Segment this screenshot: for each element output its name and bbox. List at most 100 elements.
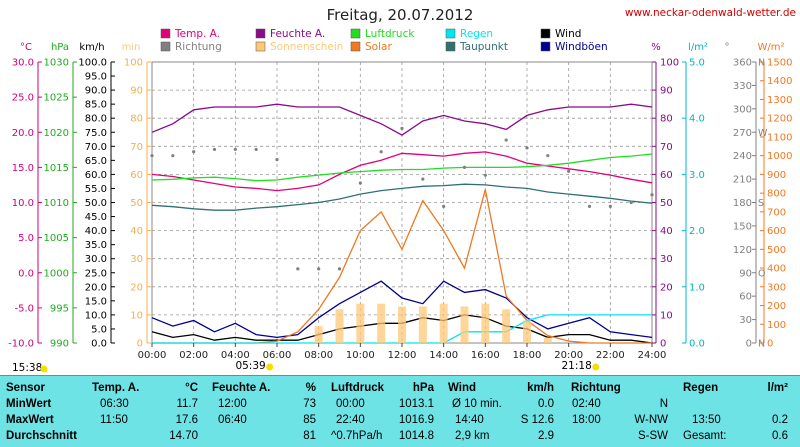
axis-tick-label: 30.0	[12, 58, 34, 69]
min-temp: 11.7	[176, 398, 198, 410]
pressure-header: Luftdruck	[331, 382, 385, 394]
legend-label: Richtung	[175, 41, 222, 53]
site-link[interactable]: www.neckar-odenwald-wetter.de	[625, 7, 796, 19]
moon-icon	[40, 365, 48, 373]
axis-tick-label: 20.0	[12, 128, 34, 139]
series-line	[151, 153, 653, 182]
axis-tick-label: 300	[767, 282, 786, 293]
compass-label: W	[758, 128, 768, 139]
direction-point	[358, 181, 362, 185]
axis-tick-label: 20.0	[85, 282, 107, 293]
wind-unit-header: km/h	[527, 382, 554, 394]
sunshine-bar	[314, 326, 323, 343]
axis-units: °C hPa km/h min% l/m² ° W/m²	[20, 42, 785, 53]
axis-tick-label: 35.0	[85, 240, 107, 251]
min-label: MinWert	[6, 398, 52, 410]
legend-swatch	[540, 41, 551, 52]
time-tick-label: 06:00	[263, 350, 292, 361]
sunshine-bar	[398, 306, 406, 343]
axis-tick-label: 600	[767, 226, 786, 237]
axis-tick-label: 5.0	[91, 324, 107, 335]
axis-tick-label: 1000	[767, 151, 792, 162]
axis-tick-label: 4.0	[689, 114, 705, 125]
min-dir-time: 02:40	[572, 398, 601, 410]
legend: Temp. A. Feuchte A. Luftdruck Regen Wind Rich…	[160, 28, 608, 53]
sun-info: 15:38 05:39 21:18	[12, 360, 600, 374]
weather-chart: Freitag, 20.07.2012 www.neckar-odenwald-…	[8, 6, 796, 374]
direction-point	[587, 204, 592, 209]
sunshine-bar	[439, 303, 448, 343]
humidity-unit-header: %	[305, 382, 316, 394]
left-axes: 30.025.020.015.010.05.00.0-5.0-10.010301…	[8, 58, 151, 350]
axis-tick-label: 5.0	[689, 58, 705, 69]
avg-temp: 14.70	[169, 430, 198, 442]
direction-point	[192, 150, 196, 154]
legend-label: Regen	[460, 28, 493, 40]
axis-tick-label: -10.0	[8, 339, 34, 350]
time-tick-label: 08:00	[304, 350, 333, 361]
time-tick-label: 10:00	[346, 350, 375, 361]
axis-tick-label: 45.0	[85, 212, 107, 223]
direction-point	[296, 267, 300, 271]
series-line	[151, 183, 653, 211]
avg-label: Durchschnitt	[6, 430, 77, 442]
sunrise-icon	[266, 363, 274, 371]
axis-tick-label: 95.0	[85, 72, 107, 83]
wind-header: Wind	[448, 382, 476, 394]
chart-title: Freitag, 20.07.2012	[327, 6, 474, 24]
plot-series	[150, 103, 654, 344]
axis-tick-label: 55.0	[85, 184, 107, 195]
series-line	[151, 151, 653, 192]
axis-tick-label: 40	[130, 226, 143, 237]
wind-run: 2,9 km	[455, 430, 490, 442]
direction-point	[546, 154, 550, 158]
axis-tick-label: 90	[660, 86, 673, 97]
axis-tick-label: 75.0	[85, 128, 107, 139]
sunshine-bar	[335, 309, 344, 343]
legend-label: Sonnenschein	[270, 41, 343, 53]
axis-unit-label: km/h	[79, 42, 104, 53]
max-hum: 85	[303, 414, 316, 426]
axis-tick-label: 70	[130, 142, 143, 153]
axis-tick-label: 100	[124, 58, 143, 69]
axis-tick-label: 1400	[767, 76, 792, 87]
time-tick-label: 16:00	[471, 350, 500, 361]
min-press: 1013.1	[398, 398, 434, 410]
axis-tick-label: 70.0	[85, 142, 107, 153]
axis-tick-label: 60	[130, 170, 143, 181]
axis-unit-label: l/m²	[688, 42, 708, 53]
axis-tick-label: 270	[733, 128, 752, 139]
axis-tick-label: 0	[767, 339, 773, 350]
axis-unit-label: °	[725, 42, 730, 53]
sunshine-bar	[523, 320, 531, 343]
axis-tick-label: 210	[733, 175, 752, 186]
max-temp-time: 11:50	[100, 414, 128, 426]
sunshine-bar	[502, 309, 511, 343]
axis-tick-label: 1000	[44, 268, 69, 279]
direction-point	[650, 193, 654, 197]
axis-tick-label: 40.0	[85, 226, 107, 237]
axis-tick-label: 1030	[44, 58, 69, 69]
time-tick-label: 02:00	[179, 350, 208, 361]
direction-point	[379, 150, 383, 154]
axis-unit-label: min	[122, 42, 141, 53]
direction-point	[400, 126, 404, 130]
axis-tick-label: 0.0	[689, 339, 705, 350]
max-rain: 0.2	[772, 414, 788, 426]
axis-tick-label: 0	[660, 339, 666, 350]
legend-swatch	[255, 41, 266, 52]
axis-tick-label: 1.0	[689, 282, 705, 293]
axis-tick-label: 900	[767, 170, 786, 181]
avg-wind: 2.9	[538, 430, 554, 442]
axis-tick-label: 100.0	[78, 58, 107, 69]
rain-header: Regen	[683, 382, 719, 394]
pressure-unit-header: hPa	[412, 382, 434, 394]
max-wind: S 12.6	[520, 414, 554, 426]
axis-tick-label: 400	[767, 264, 786, 275]
axis-tick-label: 2.0	[689, 226, 705, 237]
legend-label: Luftdruck	[365, 28, 415, 40]
max-label: MaxWert	[6, 414, 54, 426]
time-axis: 00:00 02:00 04:00 06:00 08:00 10:00 12:00 14:00…	[138, 343, 666, 361]
stats-header-row: Sensor Temp. A. °C Feuchte A. % Luftdruc…	[0, 381, 800, 396]
sensor-header: Sensor	[6, 382, 45, 394]
